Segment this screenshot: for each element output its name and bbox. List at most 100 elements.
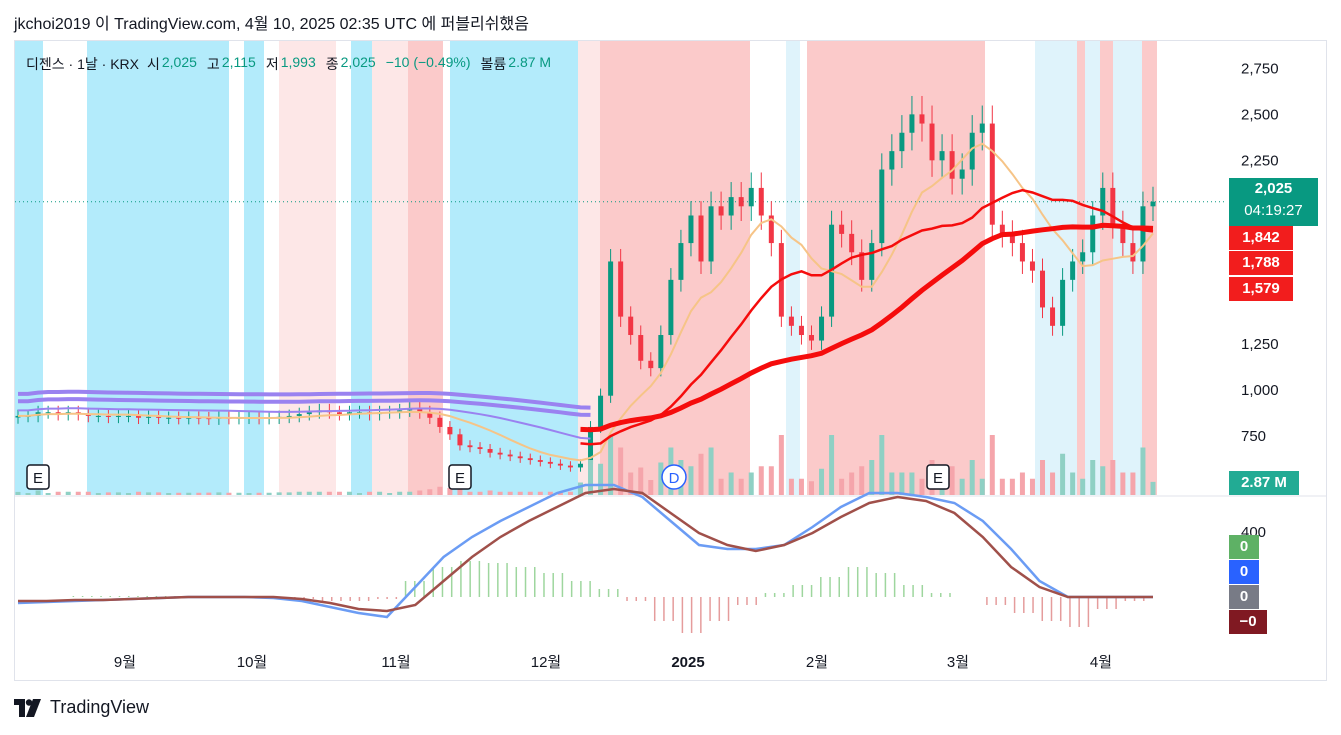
candle-body — [1080, 252, 1086, 262]
volume-tag: 2.87 M — [1229, 471, 1299, 495]
y-tick-label: 1,000 — [1241, 382, 1279, 399]
shade-band — [450, 41, 578, 495]
volume-bar — [829, 435, 835, 495]
candle-body — [457, 434, 463, 446]
volume-bar — [1090, 460, 1096, 495]
candle-body — [688, 215, 694, 244]
volume-bar — [65, 491, 71, 495]
x-tick-label: 2025 — [671, 654, 704, 671]
tradingview-logo[interactable]: TradingView — [14, 697, 149, 718]
volume-bar — [447, 488, 453, 495]
volume-bar — [1019, 472, 1025, 495]
candle-body — [567, 465, 573, 468]
volume-bar — [286, 492, 292, 495]
legend-symbol[interactable]: 디젠스 · 1날 · KRX — [26, 56, 139, 72]
volume-bar — [758, 466, 764, 495]
volume-bar — [648, 480, 654, 495]
volume-bar — [176, 492, 182, 495]
volume-bar — [1100, 466, 1106, 495]
volume-bar — [859, 466, 865, 495]
candle-body — [136, 415, 142, 418]
volume-bar — [969, 460, 975, 495]
candle-body — [125, 415, 131, 417]
shade-band — [408, 41, 443, 495]
volume-bar — [547, 491, 553, 495]
x-tick-label: 11월 — [381, 654, 410, 671]
volume-bar — [959, 478, 965, 495]
volume-bar — [146, 492, 152, 495]
volume-bar — [15, 491, 21, 495]
earnings-marker-box — [448, 464, 472, 490]
candle-body — [467, 445, 473, 448]
volume-bar — [477, 491, 483, 495]
candle-body — [1130, 243, 1136, 262]
volume-bar — [125, 493, 131, 495]
volume-bar — [808, 481, 814, 495]
candle-body — [95, 415, 101, 417]
volume-bar — [1029, 478, 1035, 495]
earnings-marker-box — [26, 464, 50, 490]
volume-bar — [919, 478, 925, 495]
candle-body — [869, 243, 875, 280]
candle-body — [718, 206, 724, 216]
volume-bar — [899, 472, 905, 495]
volume-bar — [166, 493, 172, 495]
candle-body — [286, 415, 292, 417]
shade-band — [578, 41, 600, 495]
volume-bar — [45, 493, 51, 495]
volume-bar — [367, 491, 373, 495]
candle-body — [1150, 201, 1156, 207]
volume-bar — [658, 462, 664, 495]
candle-body — [929, 123, 935, 161]
dividend-marker-label: D — [669, 470, 680, 487]
candle-body — [788, 316, 794, 326]
volume-bar — [788, 478, 794, 495]
volume-bar — [1050, 472, 1056, 495]
volume-bar — [1110, 460, 1116, 495]
volume-bar — [567, 491, 573, 495]
volume-bar — [25, 493, 31, 495]
candle-body — [939, 151, 945, 161]
volume-bar — [869, 460, 875, 495]
volume-bar — [708, 447, 714, 495]
candle-body — [537, 460, 543, 462]
x-tick-label: 10월 — [237, 654, 268, 671]
candle-body — [949, 151, 955, 179]
earnings-marker-label: E — [933, 470, 943, 487]
volume-bar — [527, 491, 533, 495]
candle-body — [487, 449, 493, 453]
candle-body — [166, 417, 172, 419]
candle-body — [979, 123, 985, 133]
tradingview-logo-icon — [14, 698, 41, 717]
volume-bar — [989, 435, 995, 495]
volume-bar — [336, 491, 342, 495]
x-tick-label: 9월 — [114, 654, 136, 671]
volume-bar — [55, 491, 61, 495]
volume-bar — [879, 435, 885, 495]
volume-bar — [1080, 478, 1086, 495]
y-tick-label: 2,500 — [1241, 106, 1279, 123]
candle-body — [859, 252, 865, 280]
y-tick-label: 2,250 — [1241, 152, 1279, 169]
x-tick-label: 12월 — [531, 654, 562, 671]
earnings-marker-box — [926, 464, 950, 490]
volume-bar — [819, 468, 825, 495]
symbol-legend: 디젠스 · 1날 · KRX 시 2,025 고 2,115 저 1,993 종… — [26, 54, 551, 74]
osc-tag-gray: 0 — [1229, 585, 1259, 609]
candle-body — [577, 463, 583, 468]
macd-histogram — [72, 561, 1145, 633]
volume-bar — [35, 490, 41, 495]
candle-body — [1060, 279, 1066, 326]
volume-bar — [95, 493, 101, 495]
volume-bar — [1009, 478, 1015, 495]
volume-bar — [246, 493, 252, 495]
candle-body — [1009, 233, 1015, 244]
shade-band — [87, 41, 229, 495]
legend-open-value: 2,025 — [161, 54, 197, 70]
ma2-price-tag: 1,788 — [1229, 251, 1293, 275]
candle-body — [889, 151, 895, 170]
legend-open-label: 시 — [146, 56, 160, 72]
ma-long-line — [580, 222, 1154, 433]
volume-bar — [1070, 472, 1076, 495]
